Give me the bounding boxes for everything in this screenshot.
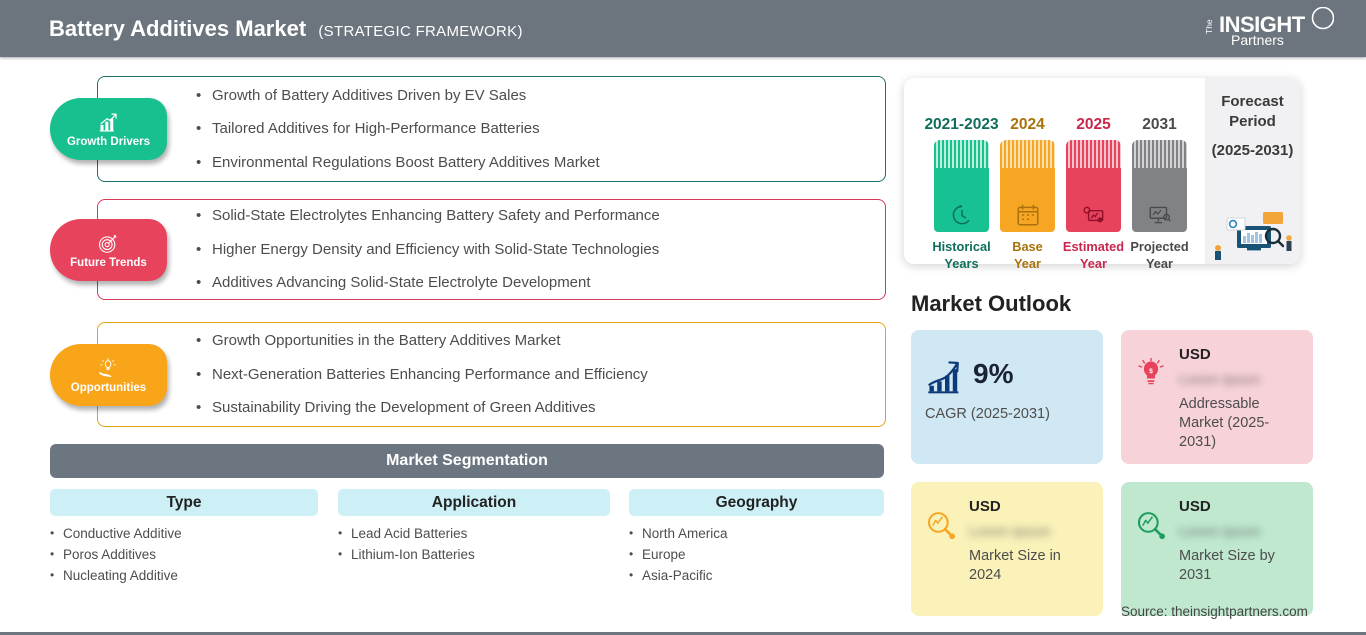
svg-text:The: The — [1204, 19, 1214, 34]
svg-text:Partners: Partners — [1231, 32, 1284, 48]
svg-text:$: $ — [1149, 368, 1153, 375]
